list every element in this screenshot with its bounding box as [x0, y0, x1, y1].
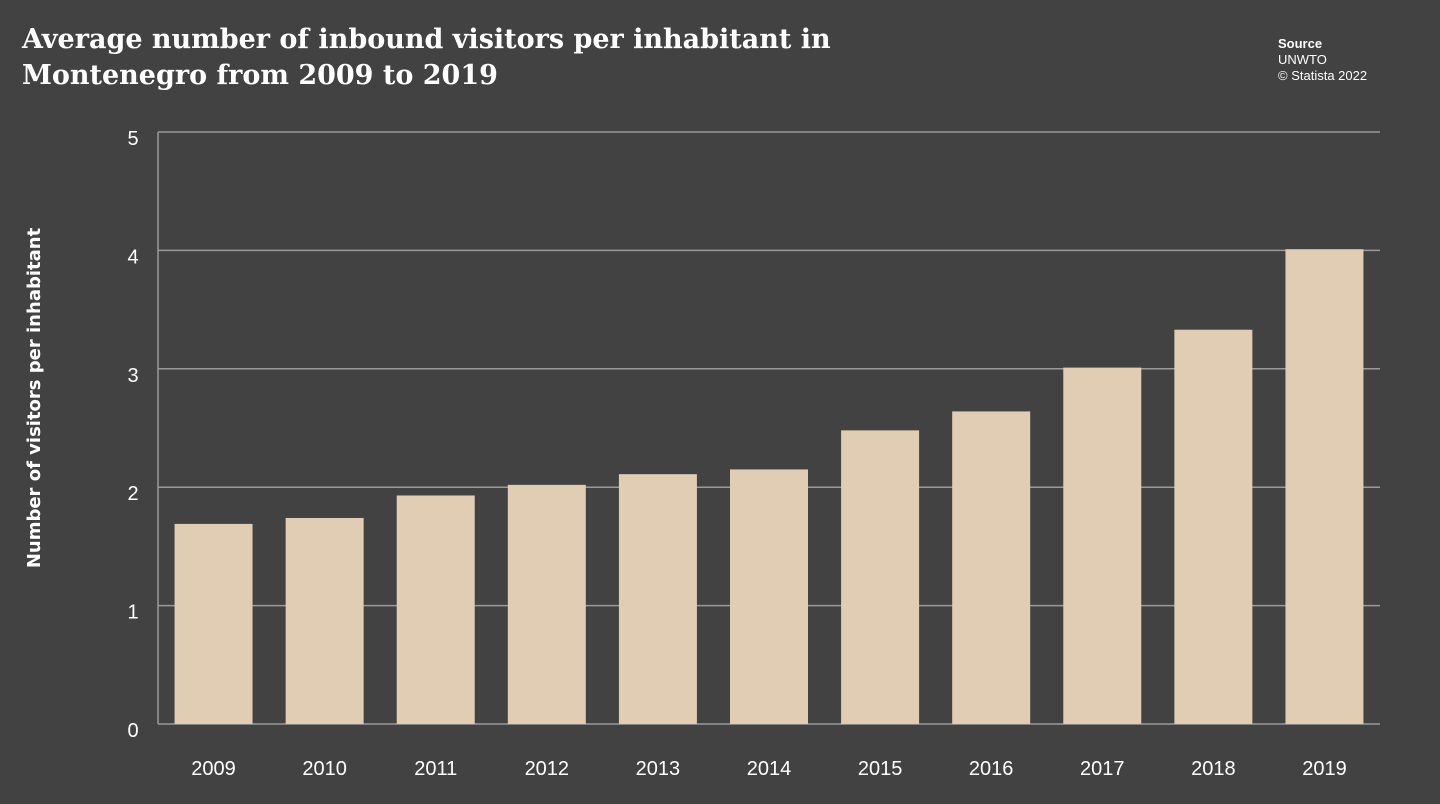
y-tick-label-5: 5: [127, 128, 138, 150]
x-axis-category-labels: 2009 2010 2011 2012 2013 2014 2015 2016 2017 2018…: [191, 758, 1346, 780]
x-category-label-2015: 2015: [858, 758, 903, 780]
x-category-label-2013: 2013: [636, 758, 681, 780]
chart-title: Average number of inbound visitors per i…: [22, 22, 922, 94]
x-category-label-2014: 2014: [747, 758, 792, 780]
x-category-label-2009: 2009: [191, 758, 236, 780]
bar-2013: [618, 474, 697, 724]
x-category-label-2017: 2017: [1080, 758, 1125, 780]
x-category-label-2016: 2016: [969, 758, 1014, 780]
y-tick-label-4: 4: [127, 246, 138, 268]
x-category-label-2010: 2010: [302, 758, 347, 780]
bar-2016: [952, 411, 1031, 724]
source-block: Source UNWTO © Statista 2022: [1278, 36, 1367, 84]
y-axis-tick-labels: 0 1 2 3 4 5: [127, 128, 138, 742]
bar-2012: [507, 484, 586, 724]
bar-2018: [1174, 329, 1253, 724]
y-tick-label-2: 2: [127, 483, 138, 505]
bar-2014: [730, 469, 808, 724]
source-name: UNWTO: [1278, 52, 1327, 67]
bar-2009: [174, 523, 253, 724]
source-heading: Source: [1278, 36, 1323, 51]
bar-2019: [1285, 249, 1364, 724]
y-tick-label-0: 0: [127, 720, 138, 742]
chart-title-line-1: Average number of inbound visitors per i…: [22, 24, 831, 55]
x-category-label-2019: 2019: [1302, 758, 1347, 780]
bars: [174, 249, 1364, 724]
y-axis-title: Number of visitors per inhabitant: [24, 227, 45, 568]
source-copyright: © Statista 2022: [1278, 68, 1368, 83]
bar-2017: [1063, 367, 1142, 724]
chart-title-line-2: Montenegro from 2009 to 2019: [22, 60, 498, 91]
x-category-label-2011: 2011: [414, 758, 457, 780]
x-category-label-2018: 2018: [1191, 758, 1236, 780]
x-category-label-2012: 2012: [525, 758, 570, 780]
bar-2015: [841, 430, 920, 724]
bar-2010: [285, 517, 364, 724]
bar-2011: [396, 495, 475, 724]
y-tick-label-3: 3: [127, 365, 138, 387]
y-tick-label-1: 1: [127, 602, 138, 624]
